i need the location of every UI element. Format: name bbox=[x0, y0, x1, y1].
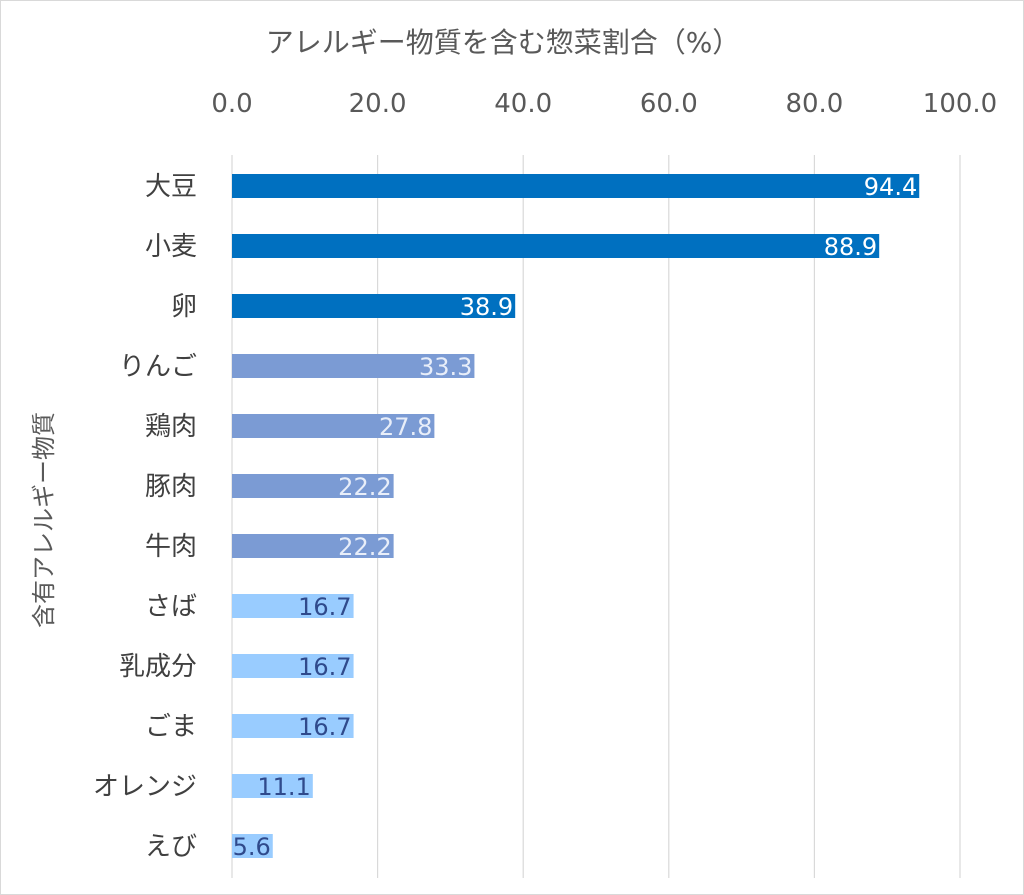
chart-title: アレルギー物質を含む惣菜割合（%） bbox=[266, 26, 741, 59]
bar bbox=[232, 594, 354, 618]
bar bbox=[232, 834, 273, 858]
bar bbox=[232, 354, 475, 378]
bar bbox=[232, 654, 354, 678]
category-label: 鶏肉 bbox=[145, 412, 197, 442]
category-label: ごま bbox=[145, 712, 197, 742]
bar bbox=[232, 474, 394, 498]
category-label: 卵 bbox=[171, 292, 197, 322]
bar bbox=[232, 414, 435, 438]
bar bbox=[232, 294, 516, 318]
category-label: りんご bbox=[119, 352, 197, 382]
category-label: 牛肉 bbox=[145, 532, 197, 562]
category-label: 豚肉 bbox=[145, 472, 197, 502]
value-label: 16.7 bbox=[298, 593, 351, 621]
value-label: 27.8 bbox=[379, 413, 432, 441]
x-tick-label: 100.0 bbox=[923, 89, 997, 119]
value-label: 11.1 bbox=[257, 773, 310, 801]
x-tick-label: 0.0 bbox=[211, 89, 252, 119]
y-axis-label: 含有アレルギー物質 bbox=[30, 412, 58, 628]
category-label: さば bbox=[145, 592, 197, 622]
category-label: えび bbox=[145, 832, 197, 862]
value-label: 33.3 bbox=[419, 353, 472, 381]
value-label: 22.2 bbox=[338, 533, 391, 561]
category-label: オレンジ bbox=[93, 772, 197, 802]
value-label: 22.2 bbox=[338, 473, 391, 501]
value-label: 38.9 bbox=[460, 293, 513, 321]
bar bbox=[232, 714, 354, 738]
x-tick-label: 80.0 bbox=[785, 89, 843, 119]
bar bbox=[232, 774, 313, 798]
x-axis-ticks: 0.0 20.0 40.0 60.0 80.0 100.0 bbox=[211, 89, 997, 119]
value-label: 94.4 bbox=[864, 173, 917, 201]
value-labels: 94.4 88.9 38.9 33.3 27.8 22.2 22.2 16.7 16.7 16.7… bbox=[233, 173, 918, 861]
category-label: 大豆 bbox=[145, 172, 197, 202]
gridlines bbox=[231, 155, 961, 878]
value-label: 88.9 bbox=[824, 233, 877, 261]
x-tick-label: 40.0 bbox=[494, 89, 552, 119]
value-label: 16.7 bbox=[298, 653, 351, 681]
bar bbox=[232, 234, 880, 258]
value-label: 5.6 bbox=[233, 833, 271, 861]
category-label: 乳成分 bbox=[119, 652, 197, 682]
value-label: 16.7 bbox=[298, 713, 351, 741]
category-label: 小麦 bbox=[145, 232, 197, 262]
x-tick-label: 20.0 bbox=[349, 89, 407, 119]
x-tick-label: 60.0 bbox=[640, 89, 698, 119]
bar bbox=[232, 534, 394, 558]
bar bbox=[232, 174, 920, 198]
bars bbox=[232, 174, 920, 858]
